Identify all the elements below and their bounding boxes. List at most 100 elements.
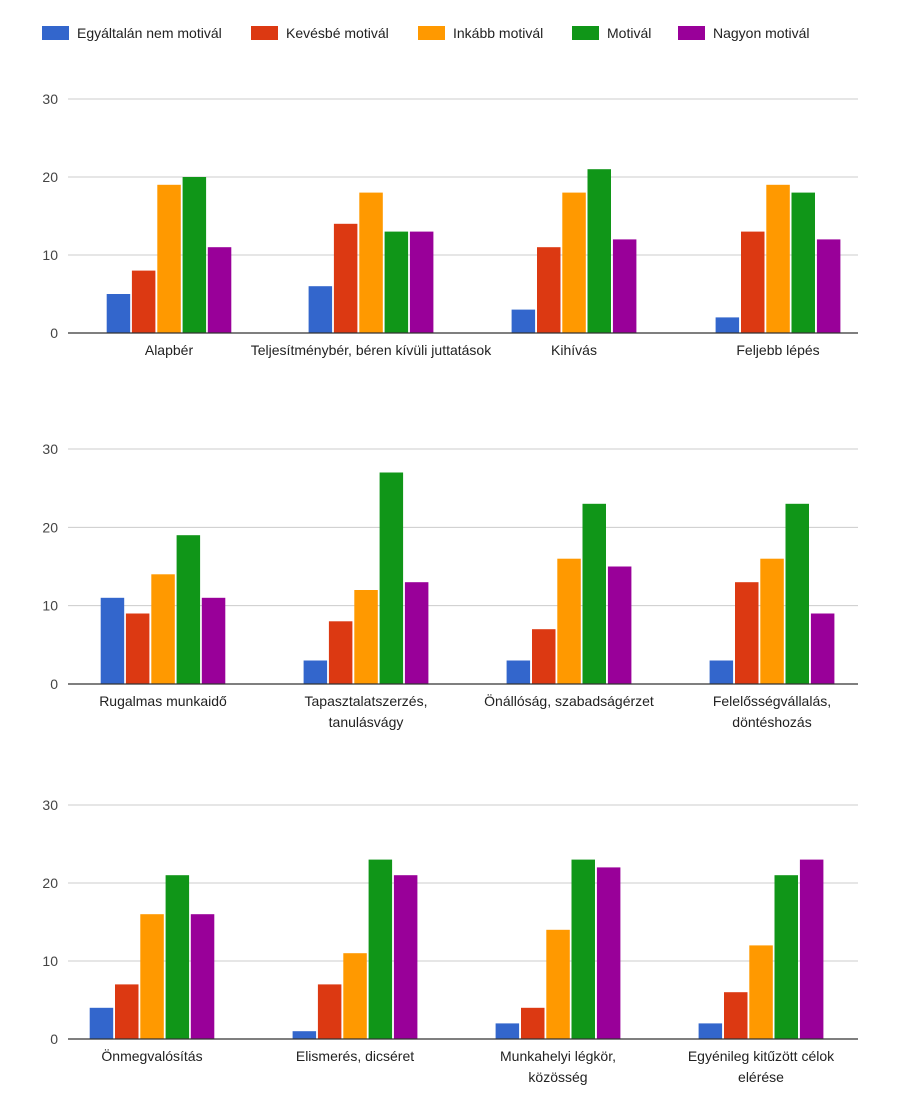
legend-item: Inkább motivál	[418, 24, 543, 42]
bar	[308, 286, 333, 333]
bar	[207, 247, 232, 333]
bar	[791, 192, 815, 333]
bar	[587, 169, 611, 333]
y-tick-label: 30	[42, 797, 58, 813]
y-tick-label: 0	[50, 676, 58, 692]
x-tick-label: Egyénileg kitűzött célok	[688, 1048, 835, 1064]
y-tick-label: 30	[42, 91, 58, 107]
y-tick-label: 0	[50, 1031, 58, 1047]
bar	[379, 472, 404, 684]
bar	[125, 613, 150, 684]
y-tick-label: 30	[42, 441, 58, 457]
bar	[521, 1007, 545, 1039]
bar	[799, 859, 824, 1039]
bar	[303, 660, 328, 684]
bar	[359, 192, 383, 333]
x-tick-label: Kihívás	[551, 342, 597, 358]
bar	[562, 192, 586, 333]
x-tick-label: Teljesítménybér, béren kívüli juttatások	[251, 342, 492, 358]
bar	[749, 945, 773, 1039]
y-tick-label: 10	[42, 247, 58, 263]
y-tick-label: 20	[42, 875, 58, 891]
chart-1: 0 10 20 30 Alapbér Teljesítménybér, béren kív…	[42, 91, 858, 358]
bar	[506, 660, 531, 684]
legend-label: Motivál	[607, 25, 652, 41]
legend-label: Inkább motivál	[453, 25, 544, 41]
x-tick-label: elérése	[738, 1069, 784, 1085]
bar	[816, 239, 841, 333]
bar	[393, 875, 418, 1039]
y-tick-label: 10	[42, 953, 58, 969]
bar	[354, 590, 378, 684]
x-tick-label: Feljebb lépés	[736, 342, 819, 358]
x-tick-label: Önállóság, szabadságérzet	[484, 692, 654, 709]
legend-swatch	[572, 26, 599, 40]
x-tick-label: döntéshozás	[732, 714, 811, 730]
legend-label: Egyáltalán nem motivál	[77, 25, 222, 41]
bar	[409, 231, 434, 333]
bar	[735, 582, 759, 684]
chart-3: 0 10 20 30 Önmegvalósítás Elismerés, dicséret…	[42, 797, 858, 1085]
bar	[190, 914, 215, 1039]
legend-swatch	[678, 26, 705, 40]
bar	[571, 859, 595, 1039]
bar	[115, 984, 139, 1039]
legend-swatch	[251, 26, 278, 40]
x-tick-label: Munkahelyi légkör,	[500, 1048, 616, 1064]
bar	[495, 1023, 520, 1039]
x-tick-label: Rugalmas munkaidő	[99, 693, 227, 709]
legend-label: Nagyon motivál	[713, 25, 810, 41]
bar	[607, 566, 632, 684]
bar	[582, 503, 606, 684]
bar	[760, 558, 784, 684]
bar	[715, 317, 740, 333]
bar	[698, 1023, 723, 1039]
bar	[343, 953, 367, 1039]
bar	[106, 294, 131, 333]
bar	[404, 582, 429, 684]
bar	[511, 309, 536, 333]
x-tick-label: Alapbér	[145, 342, 194, 358]
bar	[201, 597, 226, 684]
x-tick-label: Tapasztalatszerzés,	[305, 693, 428, 709]
bar	[774, 875, 798, 1039]
bar	[810, 613, 835, 684]
y-tick-label: 10	[42, 598, 58, 614]
bar	[131, 270, 156, 333]
bar	[785, 503, 809, 684]
x-tick-label: Önmegvalósítás	[101, 1047, 202, 1064]
bar	[333, 223, 358, 333]
bar	[612, 239, 637, 333]
chart-legend: Egyáltalán nem motivál Kevésbé motivál Ink…	[0, 0, 905, 60]
bar	[89, 1007, 114, 1039]
bar	[292, 1031, 317, 1039]
bar	[151, 574, 175, 684]
bar	[537, 247, 561, 333]
bar	[368, 859, 393, 1039]
legend-item: Egyáltalán nem motivál	[42, 24, 222, 42]
bar	[328, 621, 353, 684]
x-tick-label: közösség	[528, 1069, 587, 1085]
chart-2: 0 10 20 30 Rugalmas munkaidő Tapasztalatszerz…	[42, 441, 858, 730]
bar	[596, 867, 621, 1039]
bar	[182, 177, 207, 333]
y-tick-label: 20	[42, 169, 58, 185]
bar	[741, 231, 765, 333]
bar	[709, 660, 734, 684]
bar	[384, 231, 409, 333]
bar	[724, 992, 748, 1039]
x-tick-label: tanulásvágy	[329, 714, 404, 730]
legend-label: Kevésbé motivál	[286, 25, 389, 41]
legend-swatch	[42, 26, 69, 40]
bar	[140, 914, 164, 1039]
legend-item: Motivál	[572, 24, 651, 42]
bar	[532, 629, 556, 684]
bar	[176, 535, 201, 684]
bar	[165, 875, 190, 1039]
y-tick-label: 20	[42, 519, 58, 535]
y-tick-label: 0	[50, 325, 58, 341]
x-tick-label: Felelősségvállalás,	[713, 693, 831, 709]
bar	[766, 184, 790, 333]
legend-item: Nagyon motivál	[678, 24, 810, 42]
